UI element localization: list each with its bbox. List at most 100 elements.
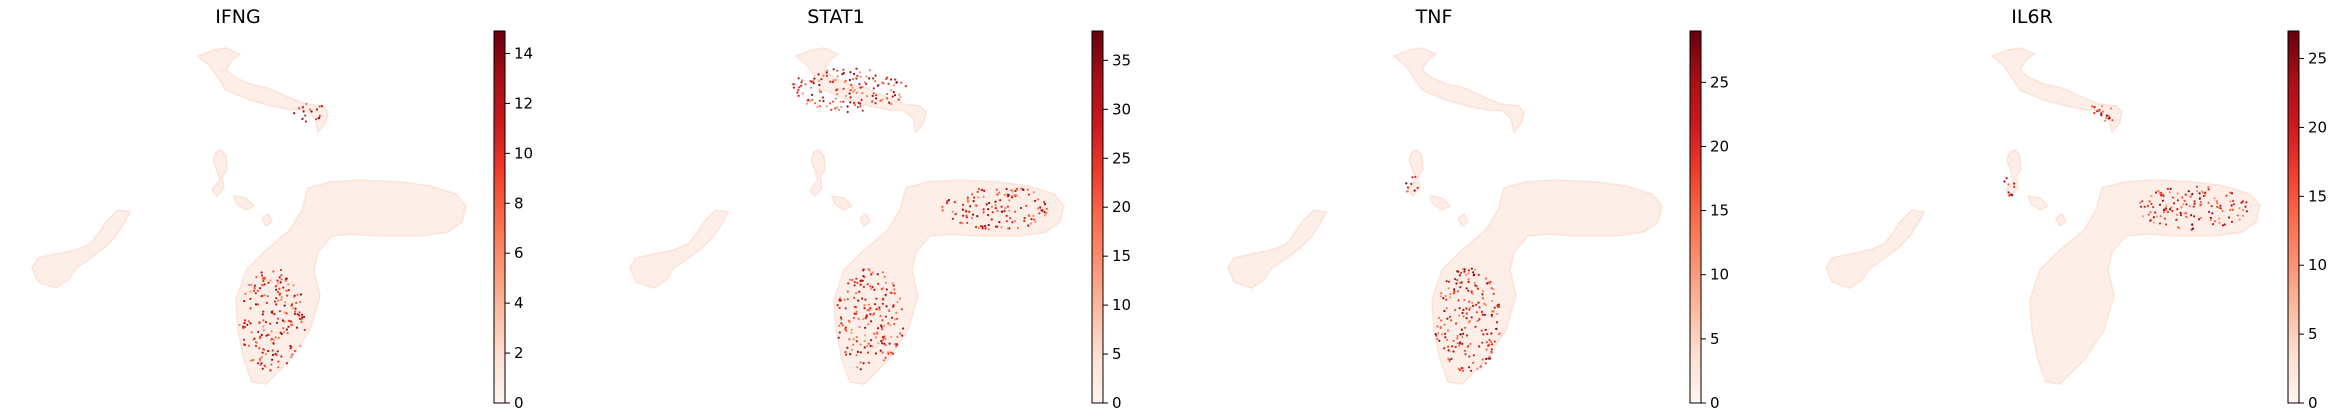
cell-point — [972, 200, 975, 203]
cell-point — [881, 302, 884, 305]
cell-point — [2152, 216, 2155, 219]
cell-point — [2171, 196, 2175, 199]
cell-point — [2100, 114, 2103, 117]
cell-point — [832, 79, 835, 82]
cell-point — [840, 322, 843, 325]
cell-point — [1459, 333, 1462, 336]
cell-point — [1005, 214, 1008, 217]
cell-point — [277, 360, 280, 363]
cell-point — [868, 309, 871, 312]
cell-point — [315, 118, 318, 121]
cell-point — [1458, 307, 1461, 310]
cell-point — [1044, 212, 1048, 215]
cell-point — [890, 102, 893, 106]
cell-point — [2212, 223, 2215, 226]
cell-point — [1439, 295, 1442, 298]
cell-point — [2218, 221, 2221, 224]
colorbar-tick-label: 5 — [2308, 325, 2318, 343]
cell-point — [1469, 306, 1472, 309]
cell-point — [862, 317, 865, 321]
cell-point — [890, 291, 893, 294]
cell-point — [1444, 332, 1447, 335]
colorbar: 0 2 4 6 8 10 12 14 — [493, 30, 533, 412]
cell-point — [857, 317, 860, 320]
cell-point — [2176, 192, 2179, 195]
cell-point — [1490, 332, 1493, 335]
cell-point — [259, 287, 262, 290]
cell-point — [852, 101, 856, 105]
cell-point — [879, 314, 882, 318]
colorbar-tick-label: 20 — [2308, 118, 2327, 136]
cell-point — [2179, 214, 2182, 217]
cell-point — [892, 84, 895, 87]
cell-point — [846, 110, 849, 114]
cell-cluster — [2029, 179, 2261, 385]
cell-point — [853, 281, 856, 284]
cell-point — [1014, 189, 1017, 192]
cell-point — [2238, 207, 2241, 210]
cell-point — [2245, 201, 2248, 204]
cell-point — [1468, 366, 1471, 369]
colorbar-tick-label: 10 — [1710, 266, 1729, 284]
cell-point — [1491, 343, 1494, 346]
cell-point — [1444, 294, 1447, 298]
cell-point — [849, 96, 852, 99]
cell-point — [1457, 270, 1460, 273]
colorbar-tick-label: 5 — [1710, 330, 1720, 348]
cell-point — [995, 225, 998, 228]
cell-point — [2091, 105, 2094, 108]
cell-point — [864, 298, 867, 301]
cell-point — [1041, 209, 1044, 212]
cell-point — [249, 297, 252, 300]
cell-point — [975, 204, 978, 207]
colorbar-tick-label: 10 — [2308, 256, 2327, 274]
cell-point — [898, 93, 901, 96]
cell-point — [1438, 339, 1441, 342]
cell-point — [265, 301, 268, 304]
cell-point — [283, 331, 286, 334]
cell-point — [819, 105, 822, 108]
cell-point — [262, 310, 265, 313]
cell-point — [825, 71, 828, 74]
colorbar-tick-label: 15 — [1112, 247, 1131, 265]
cell-point — [977, 187, 981, 191]
cell-point — [1461, 335, 1464, 339]
cell-point — [243, 325, 247, 328]
cell-point — [1475, 311, 1478, 314]
cell-point — [945, 202, 949, 205]
cell-point — [863, 304, 866, 307]
cell-point — [858, 290, 861, 293]
cell-point — [1034, 220, 1037, 223]
cell-point — [881, 351, 884, 354]
cell-point — [2158, 222, 2162, 225]
cell-point — [1462, 369, 1465, 372]
cell-point — [863, 346, 866, 349]
cell-point — [2141, 215, 2145, 218]
cell-point — [855, 310, 858, 313]
cell-point — [2152, 221, 2155, 224]
cell-point — [971, 213, 975, 216]
cell-point — [1008, 209, 1011, 212]
cell-point — [248, 283, 251, 287]
cell-point — [1011, 196, 1014, 199]
cell-point — [941, 209, 944, 212]
cell-point — [2182, 203, 2185, 206]
cell-point — [2229, 200, 2232, 203]
cell-point — [1016, 226, 1020, 229]
cell-point — [267, 281, 270, 284]
cell-point — [867, 323, 870, 326]
cell-point — [2146, 204, 2149, 207]
cell-point — [1458, 314, 1461, 317]
cell-point — [303, 328, 306, 332]
cell-point — [2192, 205, 2195, 208]
cell-point — [2219, 207, 2222, 210]
cell-point — [970, 217, 974, 220]
cell-point — [961, 203, 965, 206]
cell-point — [966, 196, 969, 199]
cell-point — [863, 81, 866, 84]
cell-point — [1489, 280, 1492, 283]
cell-point — [262, 319, 265, 322]
cell-point — [1465, 273, 1468, 276]
cell-point — [260, 333, 263, 336]
cell-point — [271, 358, 274, 361]
